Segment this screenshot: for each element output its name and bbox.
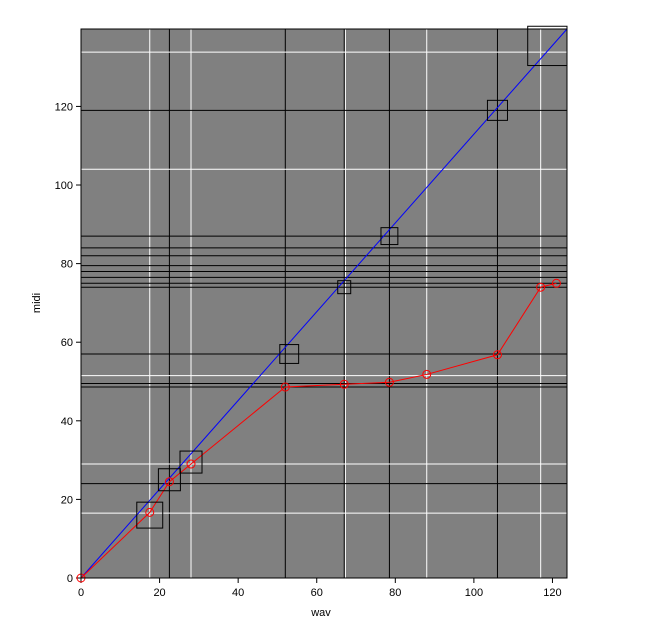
y-tick-label: 100 <box>55 180 73 192</box>
point <box>164 477 174 487</box>
series-line <box>80 282 557 579</box>
square-marker <box>279 344 300 364</box>
y-tick-label: 60 <box>61 337 73 349</box>
x-tick-label: 80 <box>389 587 401 599</box>
square-marker <box>380 227 399 246</box>
plot-frame <box>80 28 568 579</box>
y-tick-label: 40 <box>61 416 73 428</box>
point <box>492 350 502 360</box>
x-tick-label: 40 <box>232 587 244 599</box>
y-tick-label: 0 <box>67 573 73 585</box>
x-tick-label: 120 <box>543 587 561 599</box>
point <box>422 369 432 379</box>
square-marker <box>486 99 508 121</box>
y-tick-label: 20 <box>61 494 73 506</box>
x-tick-label: 20 <box>153 587 165 599</box>
y-axis-label: midi <box>31 293 43 313</box>
square-marker <box>157 468 181 492</box>
y-tick-label: 80 <box>61 259 73 271</box>
x-axis-label: wav <box>310 607 331 619</box>
point <box>536 282 546 292</box>
point <box>145 507 155 517</box>
x-tick-label: 0 <box>78 587 84 599</box>
point <box>551 278 561 288</box>
point <box>384 377 394 387</box>
x-tick-label: 100 <box>465 587 483 599</box>
y-tick-label: 120 <box>55 101 73 113</box>
point <box>280 382 290 392</box>
point <box>186 459 196 469</box>
series-line <box>80 28 568 579</box>
square-marker <box>136 501 164 529</box>
x-tick-label: 60 <box>311 587 323 599</box>
square-marker <box>179 450 203 474</box>
square-marker <box>337 280 352 295</box>
point <box>339 379 349 389</box>
